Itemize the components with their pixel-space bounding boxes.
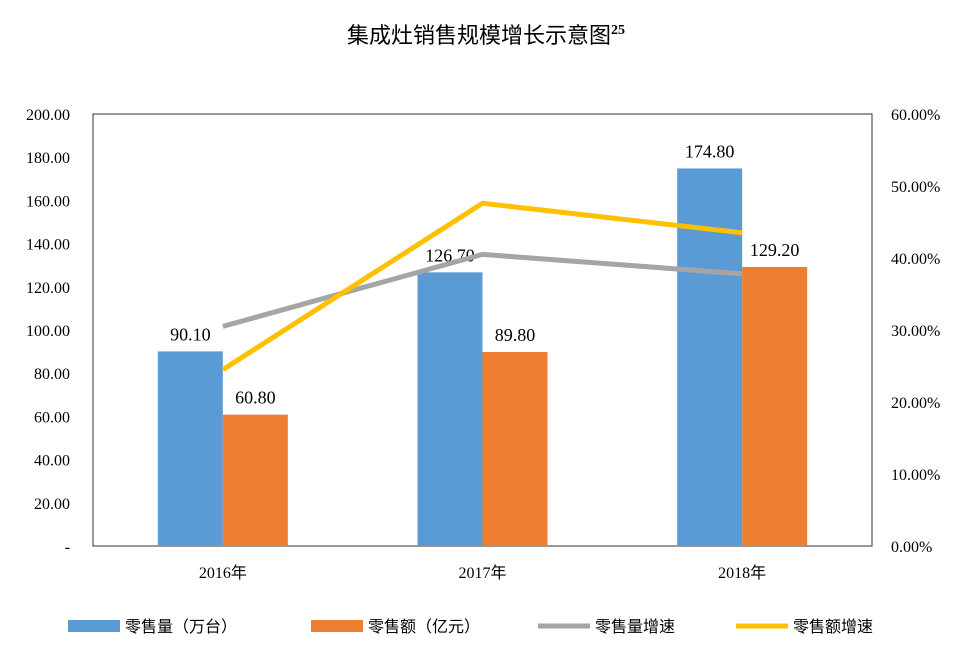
legend-swatch — [311, 620, 363, 632]
y-left-tick-label: 120.00 — [26, 280, 70, 297]
legend: 零售量（万台） 零售额（亿元） 零售量增速 零售额增速 — [68, 617, 873, 636]
y-right-tick-label: 60.00% — [891, 107, 940, 124]
y-left-tick-label: 100.00 — [26, 323, 70, 340]
y-right-tick-label: 0.00% — [891, 539, 932, 556]
plot-area: - 20.00 40.00 60.00 80.00 100.00 120.00 140.00 1… — [26, 107, 940, 582]
y-right-tick-label: 40.00% — [891, 251, 940, 268]
chart-title-superscript: 25 — [611, 23, 625, 38]
series-line — [222, 251, 743, 329]
legend-label: 零售额增速 — [793, 617, 873, 636]
bar-data-label: 129.20 — [750, 240, 800, 260]
bar — [222, 414, 288, 546]
x-category-label: 2016年 — [199, 564, 247, 582]
y-right-tick-label: 50.00% — [891, 179, 940, 196]
y-left-tick-label: 40.00 — [34, 453, 70, 470]
legend-label: 零售量增速 — [595, 617, 675, 636]
y-left-tick-label: 200.00 — [26, 107, 70, 124]
y-left-tick-label: 80.00 — [34, 366, 70, 383]
y-right-tick-label: 10.00% — [891, 467, 940, 484]
series-line — [221, 200, 743, 372]
legend-label: 零售额（亿元） — [368, 617, 480, 636]
y-left-tick-label: - — [65, 539, 70, 556]
bar-data-label: 60.80 — [235, 388, 276, 408]
y-right-tick-label: 20.00% — [891, 395, 940, 412]
x-category-label: 2018年 — [718, 564, 766, 582]
bar-data-label: 174.80 — [685, 141, 735, 161]
x-category-label: 2017年 — [458, 564, 506, 582]
bar — [417, 272, 483, 546]
bar-data-label: 89.80 — [495, 325, 536, 345]
chart-title: 集成灶销售规模增长示意图25 — [347, 23, 625, 49]
y-left-tick-label: 160.00 — [26, 193, 70, 210]
legend-label: 零售量（万台） — [125, 617, 237, 636]
y-left-tick-label: 140.00 — [26, 237, 70, 254]
bar-data-label: 90.10 — [170, 324, 211, 344]
chart-title-text: 集成灶销售规模增长示意图 — [347, 24, 611, 49]
y-left-tick-label: 20.00 — [34, 496, 70, 513]
bar — [742, 266, 808, 546]
bar — [157, 351, 223, 546]
y-left-tick-label: 180.00 — [26, 150, 70, 167]
legend-swatch — [68, 620, 120, 632]
y-right-tick-label: 30.00% — [891, 323, 940, 340]
y-left-tick-label: 60.00 — [34, 409, 70, 426]
bar — [482, 352, 548, 546]
